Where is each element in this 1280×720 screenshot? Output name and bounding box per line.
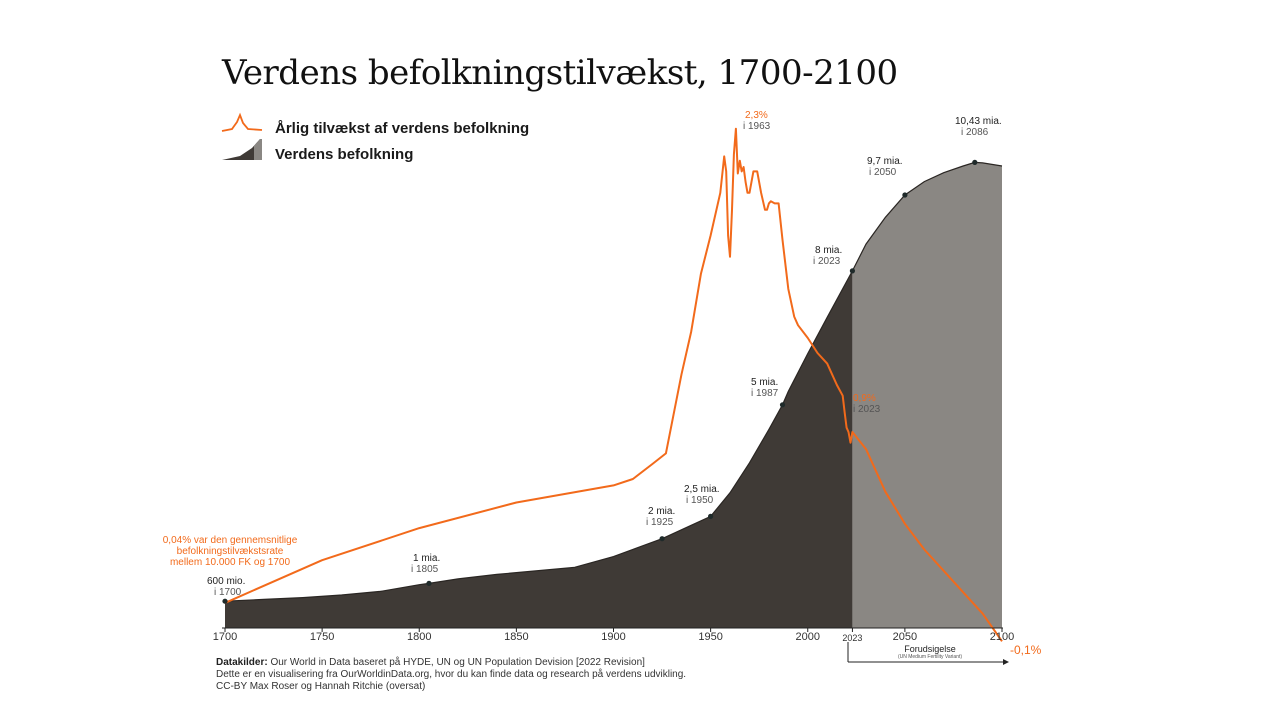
annotation-note-line1: 0,04% var den gennemsnitlige	[163, 535, 298, 546]
growth-annotations: 2,3% i 1963 0,9% i 2023 -0,1% 0,04% var …	[163, 110, 1042, 657]
annotation-peak-year: i 1963	[743, 121, 771, 132]
legend-growth-label: Årlig tilvækst af verdens befolkning	[275, 120, 529, 137]
annotation-1925-value: 2 mia.	[648, 506, 675, 517]
annotation-note-line3: mellem 10.000 FK og 1700	[170, 557, 291, 568]
x-tick-label-1900: 1900	[601, 631, 625, 643]
x-tick-label-2023: 2023	[842, 633, 862, 643]
annotation-note-line2: befolkningstilvækstsrate	[177, 546, 284, 557]
population-line	[224, 161, 1003, 602]
annotation-1987-value: 5 mia.	[751, 377, 778, 388]
x-tick-label-1950: 1950	[698, 631, 722, 643]
population-markers	[222, 159, 978, 604]
population-area-historical	[225, 270, 853, 628]
source-bold-label: Datakilder:	[216, 657, 268, 668]
annotation-growth-2023-value: 0,9%	[853, 393, 876, 404]
annotation-1950-year: i 1950	[686, 495, 714, 506]
population-marker-2023	[849, 268, 856, 274]
x-axis-ticks: 1700 1750 1800 1850 1900 1950 2000 2023 2050 2100	[213, 628, 1014, 643]
forecast-bracket: Forudsigelse (UN Medium Fertility Varian…	[847, 642, 1009, 665]
forecast-sublabel: (UN Medium Fertility Variant)	[898, 654, 962, 660]
legend-population-swatch	[222, 139, 262, 160]
population-marker-1987	[779, 402, 786, 408]
annotation-1805-year: i 1805	[411, 564, 439, 575]
annotation-1700-value: 600 mio.	[207, 576, 245, 587]
legend-growth-swatch	[221, 112, 263, 132]
annotation-peak-value: 2,3%	[745, 110, 768, 121]
growth-rate-line	[224, 127, 1003, 642]
annotation-2086-year: i 2086	[961, 127, 989, 138]
population-marker-1700	[222, 598, 228, 604]
source-line1-text: Our World in Data baseret på HYDE, UN og…	[268, 656, 645, 668]
x-tick-label-1750: 1750	[310, 631, 334, 643]
annotation-1987-year: i 1987	[751, 388, 779, 399]
x-tick-label-2100: 2100	[990, 631, 1014, 643]
annotation-growth-2100-value: -0,1%	[1010, 643, 1042, 657]
population-area-forecast	[852, 162, 1002, 628]
legend-population-forecast-swatch	[254, 139, 262, 160]
x-tick-label-2050: 2050	[893, 631, 917, 643]
legend: Årlig tilvækst af verdens befolkning Ver…	[221, 112, 529, 163]
x-tick-label-1700: 1700	[213, 631, 237, 643]
chart-title: Verdens befolkningstilvækst, 1700-2100	[221, 53, 898, 93]
annotation-2050-year: i 2050	[869, 167, 897, 178]
population-marker-1950	[708, 513, 714, 520]
forecast-label: Forudsigelse	[904, 644, 956, 654]
population-marker-1805	[426, 580, 432, 587]
source-line1: Datakilder: Our World in Data baseret på…	[216, 656, 645, 668]
annotation-1925-year: i 1925	[646, 517, 674, 528]
annotation-2086-value: 10,43 mia.	[955, 116, 1002, 127]
population-annotations: 600 mio. i 1700 1 mia. i 1805 2 mia. i 1…	[207, 116, 1002, 598]
population-marker-2050	[902, 192, 908, 198]
annotation-2050-value: 9,7 mia.	[867, 156, 903, 167]
source-line2: Dette er en visualisering fra OurWorldin…	[216, 668, 686, 680]
annotation-1950-value: 2,5 mia.	[684, 484, 720, 495]
source-line3: CC-BY Max Roser og Hannah Ritchie (overs…	[216, 681, 425, 692]
x-tick-label-1800: 1800	[407, 631, 431, 643]
annotation-2023-year: i 2023	[813, 256, 841, 267]
x-tick-label-1850: 1850	[504, 631, 528, 643]
population-marker-2086	[972, 159, 978, 165]
x-tick-label-2000: 2000	[796, 631, 820, 643]
population-marker-1925	[659, 536, 665, 542]
sources: Datakilder: Our World in Data baseret på…	[216, 656, 686, 692]
annotation-1805-value: 1 mia.	[413, 553, 440, 564]
annotation-1700-year: i 1700	[214, 587, 242, 598]
forecast-arrow-head	[1003, 659, 1009, 665]
legend-population-label: Verdens befolkning	[275, 146, 413, 163]
annotation-growth-2023-year: i 2023	[853, 404, 881, 415]
annotation-2023-value: 8 mia.	[815, 245, 842, 256]
